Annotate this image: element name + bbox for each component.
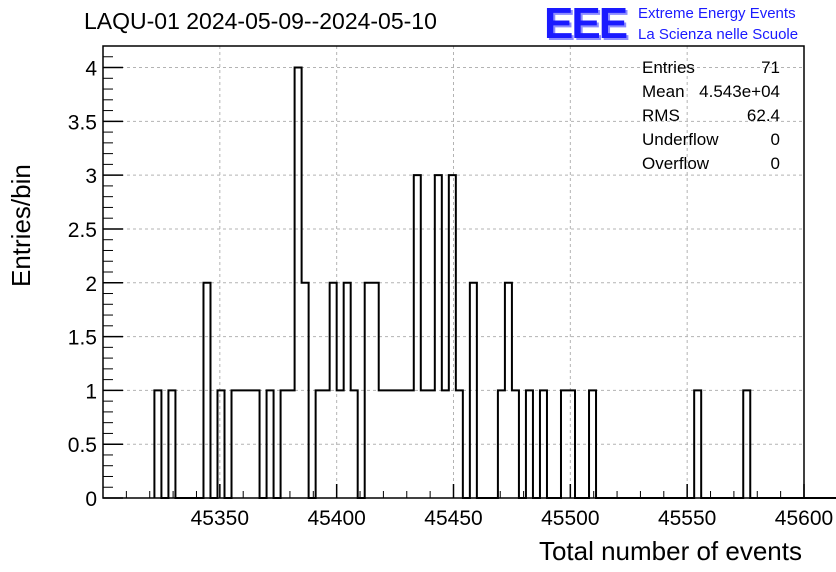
stat-value: 0 — [770, 154, 780, 173]
x-tick-label: 45500 — [541, 507, 599, 530]
y-tick-label: 2.5 — [68, 219, 97, 242]
y-tick-label: 3 — [85, 165, 97, 188]
stat-value: 62.4 — [746, 106, 780, 125]
y-tick-label: 1.5 — [68, 327, 97, 350]
x-tick-label: 45550 — [658, 507, 716, 530]
stat-label: Underflow — [642, 130, 719, 149]
stat-label: Overflow — [642, 154, 710, 173]
logo-line-2: La Scienza nelle Scuole — [638, 26, 799, 43]
y-tick-label: 1 — [85, 380, 97, 403]
x-tick-label: 45600 — [775, 507, 833, 530]
y-axis-ticks: 0 0.5 1 1.5 2 2.5 3 3.5 4 — [68, 56, 123, 511]
stat-row-rms: RMS 62.4 — [638, 106, 784, 130]
y-tick-label: 4 — [85, 58, 97, 81]
stat-label: RMS — [642, 106, 680, 125]
logo-line-1: Extreme Energy Events — [638, 5, 796, 22]
x-axis-ticks: 45350 45400 45450 45500 45550 45600 — [125, 484, 833, 530]
x-tick-label: 45400 — [307, 507, 365, 530]
y-tick-label: 0 — [85, 488, 97, 511]
chart-title: LAQU-01 2024-05-09--2024-05-10 — [84, 8, 437, 34]
y-tick-label: 2 — [85, 273, 97, 296]
stats-box: Entries 71 Mean 4.543e+04 RMS 62.4 Under… — [638, 58, 784, 178]
y-tick-label: 3.5 — [68, 111, 97, 134]
stat-row-entries: Entries 71 — [638, 58, 784, 82]
stat-row-mean: Mean 4.543e+04 — [638, 82, 784, 106]
stat-label: Mean — [642, 82, 685, 101]
stat-value: 0 — [770, 130, 780, 149]
stat-row-underflow: Underflow 0 — [638, 130, 784, 154]
stat-row-overflow: Overflow 0 — [638, 154, 784, 178]
eee-logo-mark: EEE — [544, 0, 628, 48]
x-tick-label: 45450 — [424, 507, 482, 530]
stat-label: Entries — [642, 58, 695, 77]
stat-value: 4.543e+04 — [699, 82, 780, 101]
stat-value: 71 — [761, 58, 780, 77]
x-axis-label: Total number of events — [538, 536, 802, 566]
y-tick-label: 0.5 — [68, 434, 97, 457]
eee-logo: EEE Extreme Energy Events La Scienza nel… — [544, 2, 834, 46]
x-tick-label: 45350 — [191, 507, 249, 530]
y-axis-label: Entries/bin — [6, 164, 36, 287]
